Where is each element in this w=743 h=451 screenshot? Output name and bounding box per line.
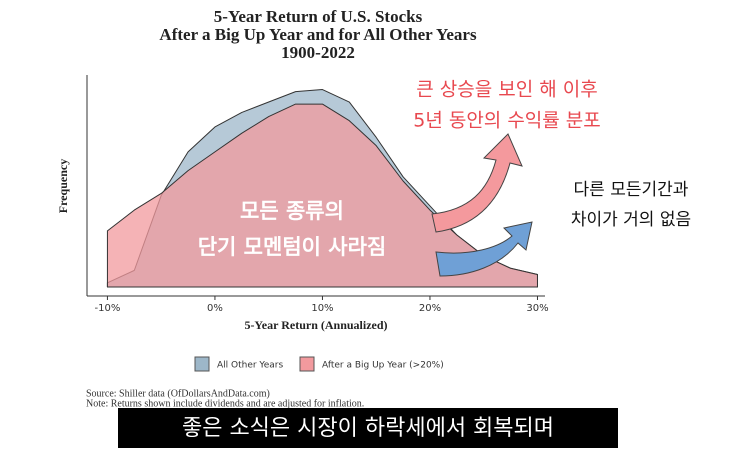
- annotation: 다른 모든기간과: [574, 180, 689, 200]
- note: Note: Returns shown include dividends an…: [86, 398, 364, 409]
- arrow: [431, 133, 523, 233]
- x-tick-label: 20%: [419, 303, 441, 314]
- caption: 좋은 소식은 시장이 하락세에서 회복되며: [182, 416, 554, 441]
- annotation: 큰 상승을 보인 해 이후: [416, 79, 597, 101]
- source: Source: Shiller data (OfDollarsAndData.c…: [86, 388, 270, 399]
- x-tick-label: -10%: [95, 303, 121, 314]
- annotation: 5년 동안의 수익률 분포: [413, 110, 601, 132]
- chart-title: 5-Year Return of U.S. Stocks: [214, 7, 423, 26]
- x-tick-label: 10%: [311, 303, 333, 314]
- legend-swatch: [194, 356, 210, 372]
- legend-label: After a Big Up Year (>20%): [322, 361, 444, 371]
- x-tick-label: 30%: [526, 303, 548, 314]
- annotation: 차이가 거의 없음: [571, 210, 691, 230]
- arrow: [435, 221, 533, 277]
- x-tick-label: 0%: [207, 303, 223, 314]
- annotation: 모든 종류의: [240, 199, 344, 223]
- chart-title: 1900-2022: [281, 43, 355, 62]
- plot: -10% 0% 10% 20% 30% 5-Year Return (Annualized…: [56, 75, 549, 409]
- y-axis-label: Frequency: [56, 159, 70, 213]
- chart-title: After a Big Up Year and for All Other Ye…: [159, 25, 477, 44]
- legend-label: All Other Years: [217, 361, 283, 371]
- legend-swatch: [299, 356, 315, 372]
- caption-background: [118, 408, 618, 448]
- annotation: 단기 모멘텀이 사라짐: [198, 235, 387, 259]
- density-area: [106, 103, 538, 288]
- x-axis-label: 5-Year Return (Annualized): [244, 318, 387, 332]
